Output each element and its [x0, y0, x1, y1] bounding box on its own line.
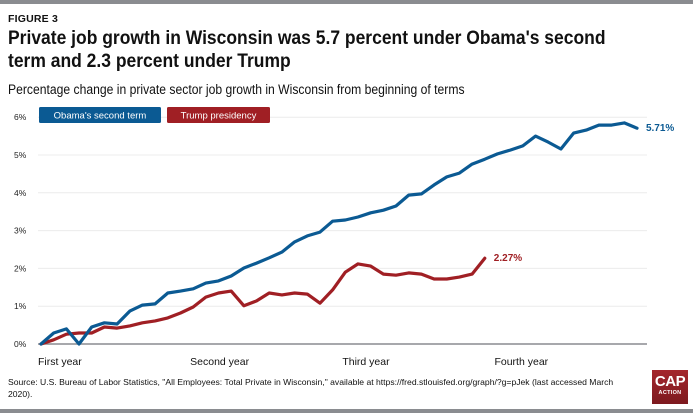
- series-line-trump: [39, 256, 487, 346]
- y-tick-label: 1%: [14, 301, 27, 311]
- x-tick-label: Fourth year: [494, 356, 548, 368]
- y-tick-label: 2%: [14, 263, 27, 273]
- series-line-obama: [39, 121, 639, 346]
- series-lines: [39, 121, 639, 346]
- x-axis-ticks: First year Second year Third year Fourth ye…: [38, 356, 549, 368]
- top-border: [0, 0, 693, 4]
- end-labels: 2.27% 5.71%: [494, 123, 675, 264]
- y-tick-label: 6%: [14, 112, 27, 122]
- figure-label: FIGURE 3: [8, 13, 59, 25]
- x-tick-label: Third year: [342, 356, 390, 368]
- y-tick-label: 4%: [14, 188, 27, 198]
- y-axis-ticks: 0% 1% 2% 3% 4% 5% 6%: [14, 112, 27, 349]
- x-tick-label: First year: [38, 356, 82, 368]
- line-chart: 0% 1% 2% 3% 4% 5% 6% First year Second year Thir…: [14, 107, 675, 368]
- end-label-obama: 5.71%: [646, 123, 674, 134]
- end-label-trump: 2.27%: [494, 253, 522, 264]
- source-note: Source: U.S. Bureau of Labor Statistics,…: [8, 377, 614, 399]
- legend-label-trump: Trump presidency: [181, 111, 257, 122]
- x-tick-label: Second year: [190, 356, 249, 368]
- cap-action-logo: CAP ACTION: [652, 370, 688, 404]
- y-tick-label: 0%: [14, 339, 27, 349]
- legend-swatch-trump: [167, 107, 270, 123]
- y-tick-label: 3%: [14, 226, 27, 236]
- legend-swatch-obama: [39, 107, 161, 123]
- chart-title: Private job growth in Wisconsin was 5.7 …: [8, 28, 606, 72]
- logo-sub-text: ACTION: [658, 390, 682, 396]
- legend: Obama's second term Trump presidency: [39, 107, 270, 123]
- chart-subtitle: Percentage change in private sector job …: [8, 82, 465, 97]
- legend-label-obama: Obama's second term: [54, 111, 147, 122]
- logo-main-text: CAP: [654, 373, 686, 390]
- bottom-border: [0, 409, 693, 413]
- y-tick-label: 5%: [14, 150, 27, 160]
